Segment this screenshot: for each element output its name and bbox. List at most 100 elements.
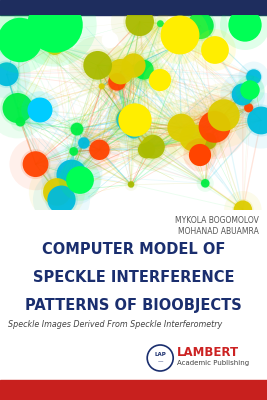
Point	[131, 62, 136, 69]
Point	[132, 126, 136, 133]
Point	[129, 181, 133, 188]
Point	[5, 71, 9, 78]
Point	[133, 117, 137, 123]
Point	[241, 206, 245, 213]
Bar	[0, 0, 267, 15]
Point	[138, 19, 142, 25]
Point	[72, 148, 76, 155]
Point	[259, 117, 263, 124]
Point	[246, 104, 251, 111]
Point	[243, 22, 247, 28]
Point	[248, 87, 252, 93]
Point	[213, 124, 217, 130]
Point	[18, 37, 22, 43]
Text: SPECKLE INTERFERENCE: SPECKLE INTERFERENCE	[33, 270, 234, 285]
Point	[241, 91, 245, 98]
Point	[222, 112, 226, 118]
Point	[108, 37, 112, 43]
Point	[144, 146, 148, 153]
Point	[18, 118, 22, 125]
Point	[119, 68, 123, 75]
Text: Academic Publishing: Academic Publishing	[177, 360, 249, 366]
Point	[222, 112, 226, 118]
Point	[142, 66, 146, 73]
Point	[18, 118, 22, 125]
Point	[198, 152, 202, 158]
Point	[133, 117, 137, 123]
Point	[158, 77, 162, 83]
Point	[248, 87, 252, 93]
Point	[241, 91, 245, 98]
Point	[97, 146, 101, 153]
Point	[17, 30, 21, 36]
Point	[53, 22, 57, 28]
Point	[178, 32, 182, 38]
Point	[96, 62, 100, 68]
Point	[125, 116, 129, 123]
Point	[198, 22, 202, 29]
Point	[82, 140, 86, 146]
Text: —: —	[158, 360, 163, 364]
Point	[129, 181, 133, 188]
Point	[213, 47, 217, 53]
Point	[213, 47, 217, 53]
Point	[33, 161, 38, 167]
Point	[119, 68, 123, 75]
Point	[108, 37, 112, 43]
Point	[213, 47, 217, 53]
Point	[203, 180, 207, 186]
Point	[138, 19, 142, 25]
Point	[252, 74, 256, 80]
Point	[53, 22, 57, 28]
Point	[151, 144, 155, 150]
Text: Speckle Images Derived From Speckle Interferometry: Speckle Images Derived From Speckle Inte…	[8, 320, 222, 329]
Point	[115, 79, 119, 85]
Point	[252, 74, 256, 80]
Text: MYKOLA BOGOMOLOV: MYKOLA BOGOMOLOV	[175, 216, 259, 225]
Point	[158, 77, 162, 83]
Point	[125, 116, 129, 123]
Point	[115, 79, 119, 85]
Point	[203, 180, 207, 186]
Point	[179, 124, 183, 131]
Point	[59, 196, 64, 203]
Point	[206, 138, 210, 144]
Point	[132, 126, 136, 133]
Point	[100, 83, 104, 90]
Point	[38, 107, 42, 113]
Point	[213, 124, 217, 130]
Point	[96, 62, 100, 68]
Point	[191, 134, 195, 141]
Point	[213, 124, 217, 130]
Point	[115, 79, 119, 85]
Point	[129, 181, 133, 188]
Point	[144, 146, 148, 153]
Point	[176, 41, 181, 48]
Point	[144, 146, 148, 153]
Text: LAP: LAP	[154, 352, 166, 358]
Point	[132, 126, 136, 133]
Bar	[0, 380, 267, 400]
Point	[82, 140, 86, 146]
Text: LAMBERT: LAMBERT	[177, 346, 239, 360]
Point	[33, 161, 38, 167]
Point	[78, 177, 82, 183]
Point	[75, 126, 79, 132]
Point	[179, 124, 183, 131]
Point	[69, 172, 74, 178]
Point	[252, 74, 256, 80]
Point	[198, 22, 202, 29]
Point	[142, 66, 146, 73]
Point	[151, 144, 155, 150]
Point	[191, 134, 195, 141]
Point	[15, 105, 20, 111]
Point	[53, 22, 57, 28]
Point	[131, 62, 136, 69]
Text: PATTERNS OF BIOOBJECTS: PATTERNS OF BIOOBJECTS	[25, 298, 242, 313]
Point	[78, 177, 82, 183]
Point	[59, 196, 64, 203]
Point	[206, 138, 210, 144]
Point	[158, 20, 163, 27]
Point	[203, 180, 207, 186]
Point	[96, 62, 100, 68]
